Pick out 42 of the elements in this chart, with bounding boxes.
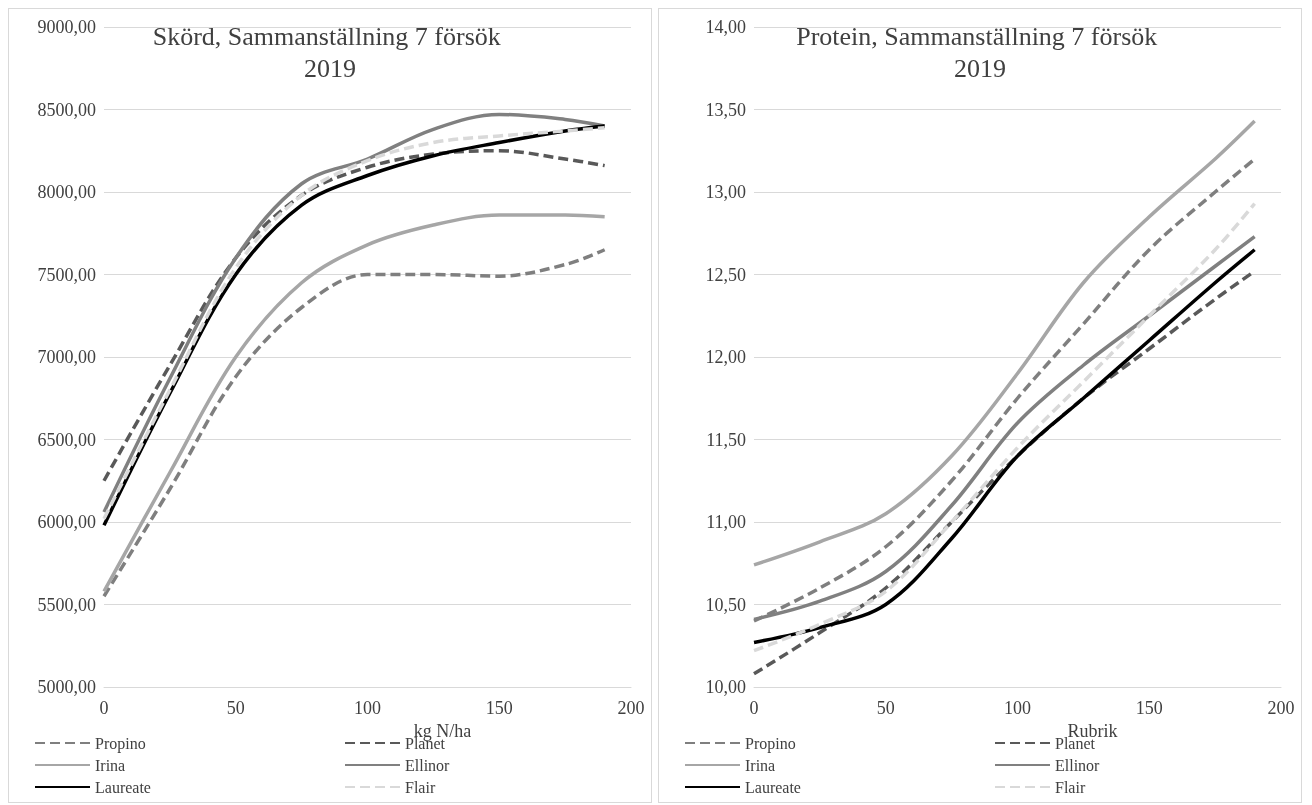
x-tick-label: 150 <box>1135 698 1163 718</box>
x-tick-label: 200 <box>1267 698 1295 718</box>
legend-label: Laureate <box>95 778 151 796</box>
legend-label: Propino <box>95 734 146 753</box>
y-tick-label: 14,00 <box>705 17 746 37</box>
x-tick-label: 0 <box>99 698 109 718</box>
y-tick-label: 7500,00 <box>37 264 96 285</box>
legend-label: Laureate <box>745 778 801 796</box>
y-tick-label: 6000,00 <box>37 512 96 532</box>
y-tick-label: 5000,00 <box>37 677 96 697</box>
line-series <box>752 119 1257 567</box>
legend-label: Irina <box>745 756 776 774</box>
legend-label: Propino <box>745 734 796 753</box>
y-tick-label: 8000,00 <box>37 182 96 202</box>
legend-label: Ellinor <box>1055 756 1101 774</box>
x-tick-label: 200 <box>617 698 645 718</box>
y-tick-label: 13,00 <box>705 182 746 202</box>
x-tick-label: 50 <box>876 698 895 718</box>
y-tick-label: 11,00 <box>706 512 746 532</box>
chart-title: Protein, Sammanställning 7 försök 2019 <box>796 21 1164 83</box>
x-tick-label: 100 <box>1004 698 1031 718</box>
x-tick-label: 100 <box>354 698 381 718</box>
y-tick-label: 8500,00 <box>37 99 96 120</box>
y-tick-label: 10,50 <box>705 594 746 615</box>
legend-label: Flair <box>1055 778 1086 796</box>
x-tick-label: 150 <box>485 698 513 718</box>
x-tick-label: 50 <box>226 698 245 718</box>
chart-title: Skörd, Sammanställning 7 försök 2019 <box>152 21 508 83</box>
y-tick-label: 7000,00 <box>37 347 96 367</box>
x-tick-label: 0 <box>749 698 759 718</box>
line-series <box>102 149 607 483</box>
y-tick-label: 11,50 <box>706 429 746 450</box>
y-tick-label: 13,50 <box>705 99 746 120</box>
y-tick-label: 9000,00 <box>37 17 96 37</box>
legend-label: Ellinor <box>405 756 451 774</box>
legend-label: Irina <box>95 756 126 774</box>
legend-label: Flair <box>405 778 436 796</box>
y-tick-label: 12,00 <box>705 347 746 367</box>
y-tick-label: 5500,00 <box>37 594 96 615</box>
y-tick-label: 12,50 <box>705 264 746 285</box>
y-tick-label: 10,00 <box>705 677 746 697</box>
y-tick-label: 6500,00 <box>37 429 96 450</box>
